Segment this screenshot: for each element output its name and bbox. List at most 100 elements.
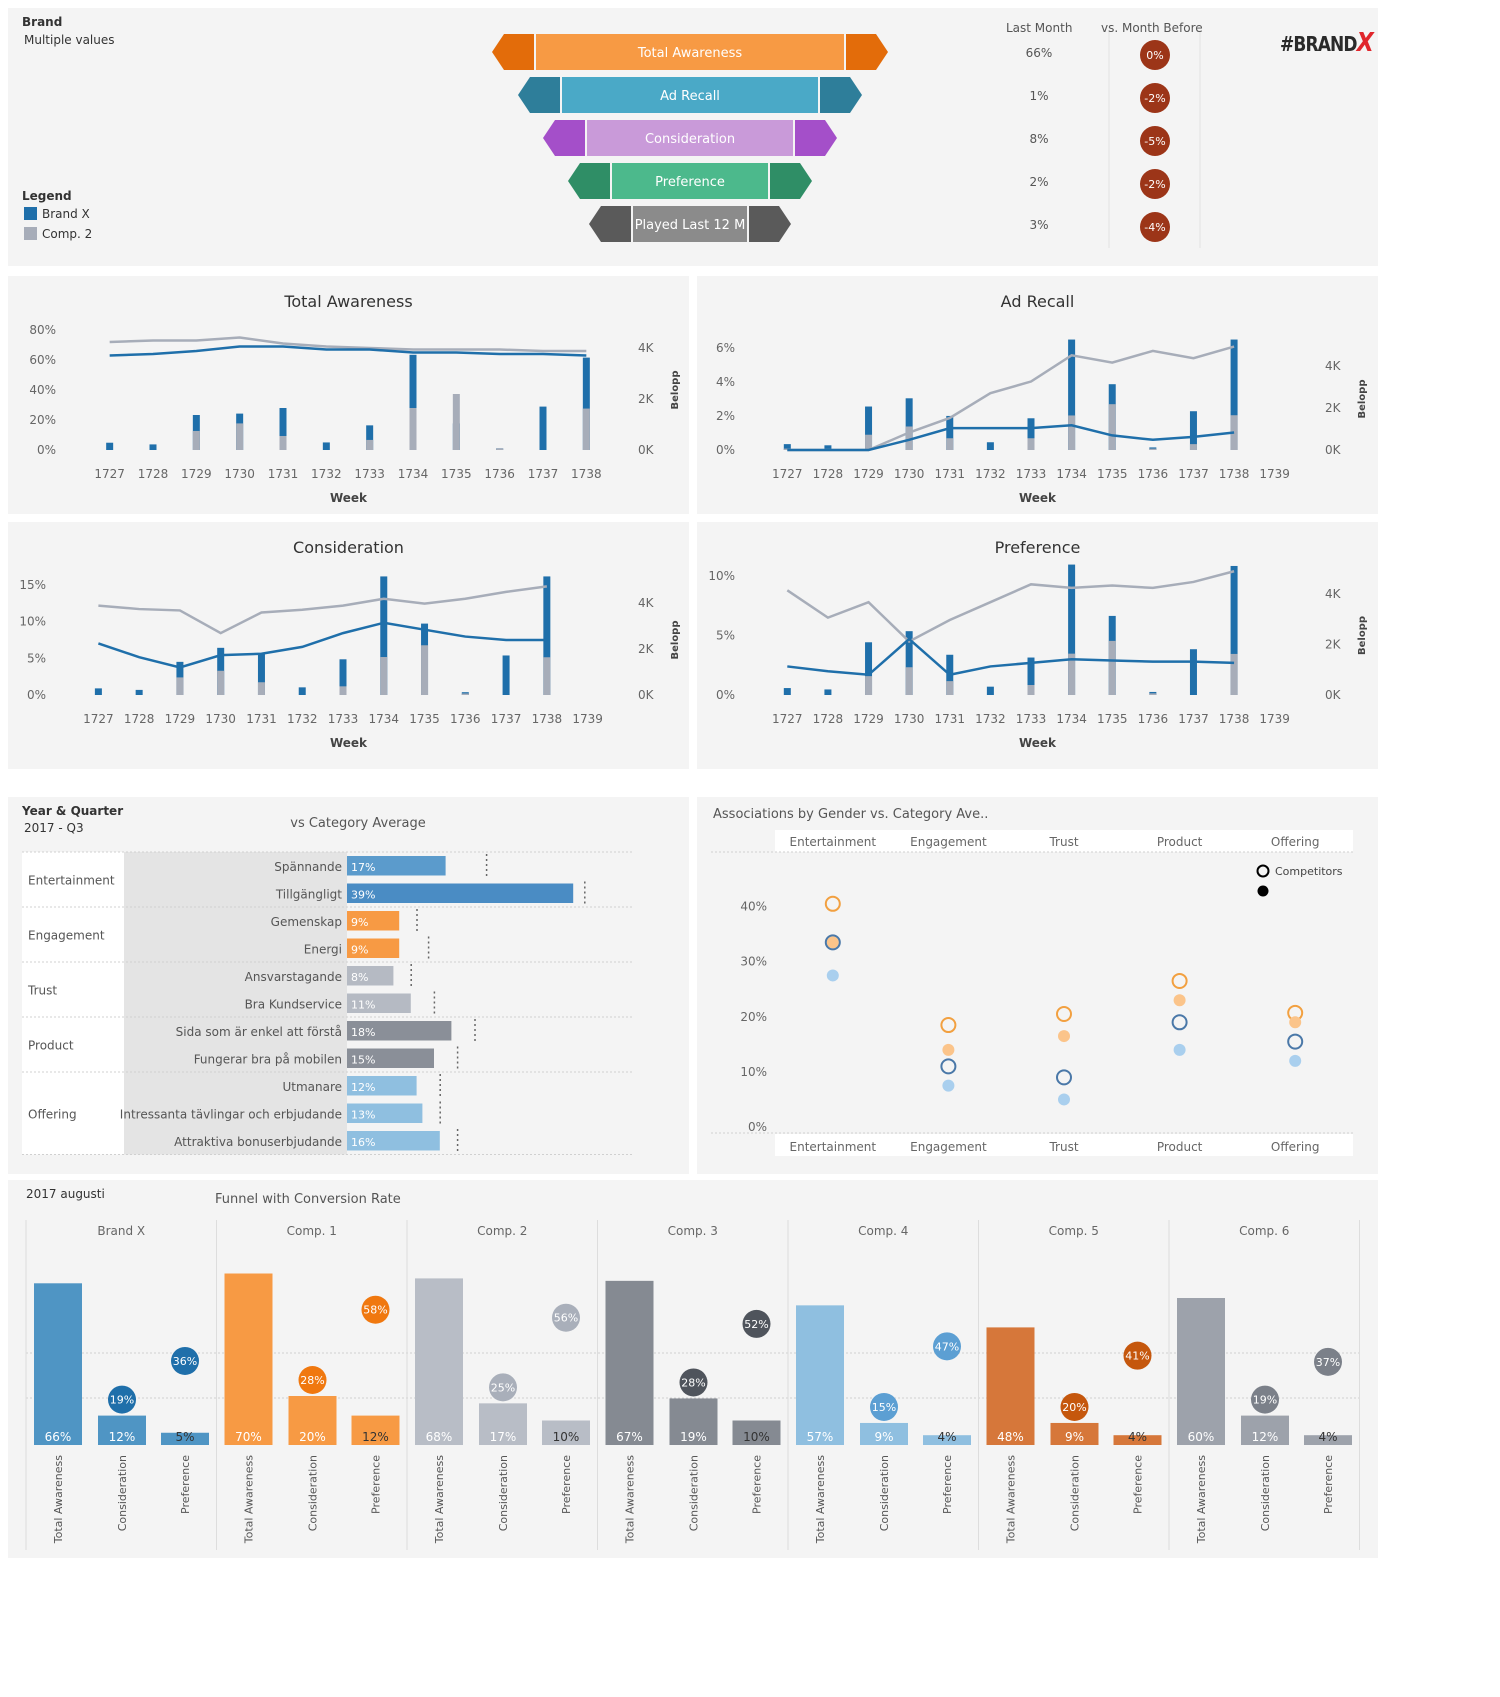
bar-comp-2 xyxy=(1230,653,1238,695)
group-cell xyxy=(22,1017,124,1072)
y2-tick-label: 0K xyxy=(1325,443,1342,457)
brand-header: Comp. 6 xyxy=(1239,1224,1289,1238)
attribute-label: Sida som är enkel att förstå xyxy=(176,1025,342,1039)
brand-filter-label: Brand xyxy=(22,15,63,29)
group-label: Engagement xyxy=(28,929,105,943)
y2-tick-label: 0K xyxy=(638,443,655,457)
bar-brand-x xyxy=(582,357,590,450)
bar-brand-x xyxy=(824,445,832,450)
conversion-value: 25% xyxy=(491,1381,515,1394)
stage-label: Consideration xyxy=(688,1455,701,1531)
bar-value: 12% xyxy=(109,1430,136,1444)
funnel-right-cap xyxy=(795,120,837,156)
col-vs-month-before: vs. Month Before xyxy=(1101,21,1203,35)
bar-brand-x xyxy=(865,642,873,695)
x-tick-label: 1739 xyxy=(1259,467,1290,481)
bar-brand-x xyxy=(149,444,157,450)
series-line-comp-2 xyxy=(786,570,1235,643)
panel-preference: Preference 10% 5% 0% 4K 2K 0K Belopp 1727 1728 172… xyxy=(697,522,1378,769)
scatter-point-orange-ring xyxy=(1171,972,1188,989)
funnel-bar xyxy=(542,1420,590,1445)
bar-comp-2 xyxy=(865,434,873,450)
x-tick-label: 1735 xyxy=(1097,712,1128,726)
bar-brand-x xyxy=(298,687,306,695)
brand-logo: #BRANDX xyxy=(1280,28,1374,58)
bar-value: 4% xyxy=(937,1430,956,1444)
series-line-brand-x xyxy=(787,423,1235,452)
conversion-badge xyxy=(171,1346,199,1375)
bar-comp-2 xyxy=(543,657,551,695)
y-tick-label: 10% xyxy=(708,569,735,583)
funnel-bar xyxy=(1241,1415,1289,1445)
funnel-bar xyxy=(479,1403,527,1445)
bar-brand-x xyxy=(1189,411,1197,450)
conversion-value: 47% xyxy=(935,1340,959,1353)
label-cell xyxy=(124,1017,347,1072)
x-tick-label: 1738 xyxy=(1219,467,1250,481)
x-tick-label: 1729 xyxy=(181,467,212,481)
bar-brand-x xyxy=(543,576,551,695)
conversion-badge xyxy=(489,1373,517,1402)
bar-value: 57% xyxy=(807,1430,834,1444)
bar-brand-x xyxy=(1189,649,1197,695)
last-month-value: 66% xyxy=(1026,46,1053,60)
attribute-bar xyxy=(347,856,446,876)
x-tick-label: 1732 xyxy=(311,467,342,481)
bar-brand-x xyxy=(865,406,873,450)
bar-brand-x xyxy=(279,408,287,450)
stage-label: Consideration xyxy=(1069,1455,1082,1531)
label-cell xyxy=(124,1072,347,1155)
legend-item-brand-x[interactable]: Brand X xyxy=(24,207,90,221)
bar-comp-2 xyxy=(1189,444,1197,450)
group-cell xyxy=(22,1072,124,1155)
category-header: Entertainment xyxy=(790,835,877,849)
bar-value: 60% xyxy=(1188,1430,1215,1444)
stage-label: Preference xyxy=(1132,1455,1145,1514)
chart-title: Total Awareness xyxy=(283,292,412,311)
bar-comp-2 xyxy=(409,408,417,450)
bar-comp-2 xyxy=(421,645,429,695)
stage-label: Preference xyxy=(179,1455,192,1514)
x-tick-label: 1728 xyxy=(124,712,155,726)
y2-axis-label: Belopp xyxy=(1357,379,1368,418)
x-tick-label: 1730 xyxy=(205,712,236,726)
bar-value: 10% xyxy=(553,1430,580,1444)
funnel-left-cap xyxy=(543,120,585,156)
bar-brand-x xyxy=(502,655,510,695)
bar-value: 5% xyxy=(175,1430,194,1444)
bar-comp-2 xyxy=(1149,693,1157,695)
bar-brand-x xyxy=(257,654,265,695)
x-tick-label: 1736 xyxy=(1138,467,1169,481)
stage-label: Consideration xyxy=(307,1455,320,1531)
category-footer: Offering xyxy=(1271,1140,1320,1154)
y-tick-label: 5% xyxy=(27,651,46,665)
funnel-bar xyxy=(536,34,844,70)
bar-value: 67% xyxy=(616,1430,643,1444)
x-tick-label: 1735 xyxy=(409,712,440,726)
y2-tick-label: 4K xyxy=(638,596,655,610)
brand-filter-value[interactable]: Multiple values xyxy=(24,33,115,47)
scatter-point-blue-ring xyxy=(940,1058,957,1075)
funnel-bar xyxy=(605,1280,654,1445)
conversion-value: 52% xyxy=(744,1318,768,1331)
stage-label: Preference xyxy=(941,1455,954,1514)
label-cell xyxy=(124,907,347,962)
bar-comp-2 xyxy=(192,430,200,450)
attribute-value: 15% xyxy=(351,1053,375,1066)
bar-comp-2 xyxy=(257,682,265,695)
header-band xyxy=(775,830,1353,852)
legend-swatch xyxy=(24,207,37,220)
scatter-point-blue-ring xyxy=(1056,1069,1072,1086)
filter-value: 2017 - Q3 xyxy=(24,821,84,835)
x-tick-label: 1727 xyxy=(94,467,125,481)
attribute-value: 17% xyxy=(351,861,375,874)
y2-tick-label: 4K xyxy=(1325,359,1342,373)
y-tick-label: 6% xyxy=(716,341,735,355)
y2-tick-label: 0K xyxy=(1325,688,1342,702)
label-cell xyxy=(124,962,347,1017)
funnel-stage-label: Played Last 12 M xyxy=(635,218,746,233)
funnel-bar xyxy=(612,163,768,199)
legend-item-comp-2[interactable]: Comp. 2 xyxy=(24,227,92,241)
brand-header: Brand X xyxy=(97,1224,145,1238)
funnel-bar xyxy=(860,1422,908,1445)
